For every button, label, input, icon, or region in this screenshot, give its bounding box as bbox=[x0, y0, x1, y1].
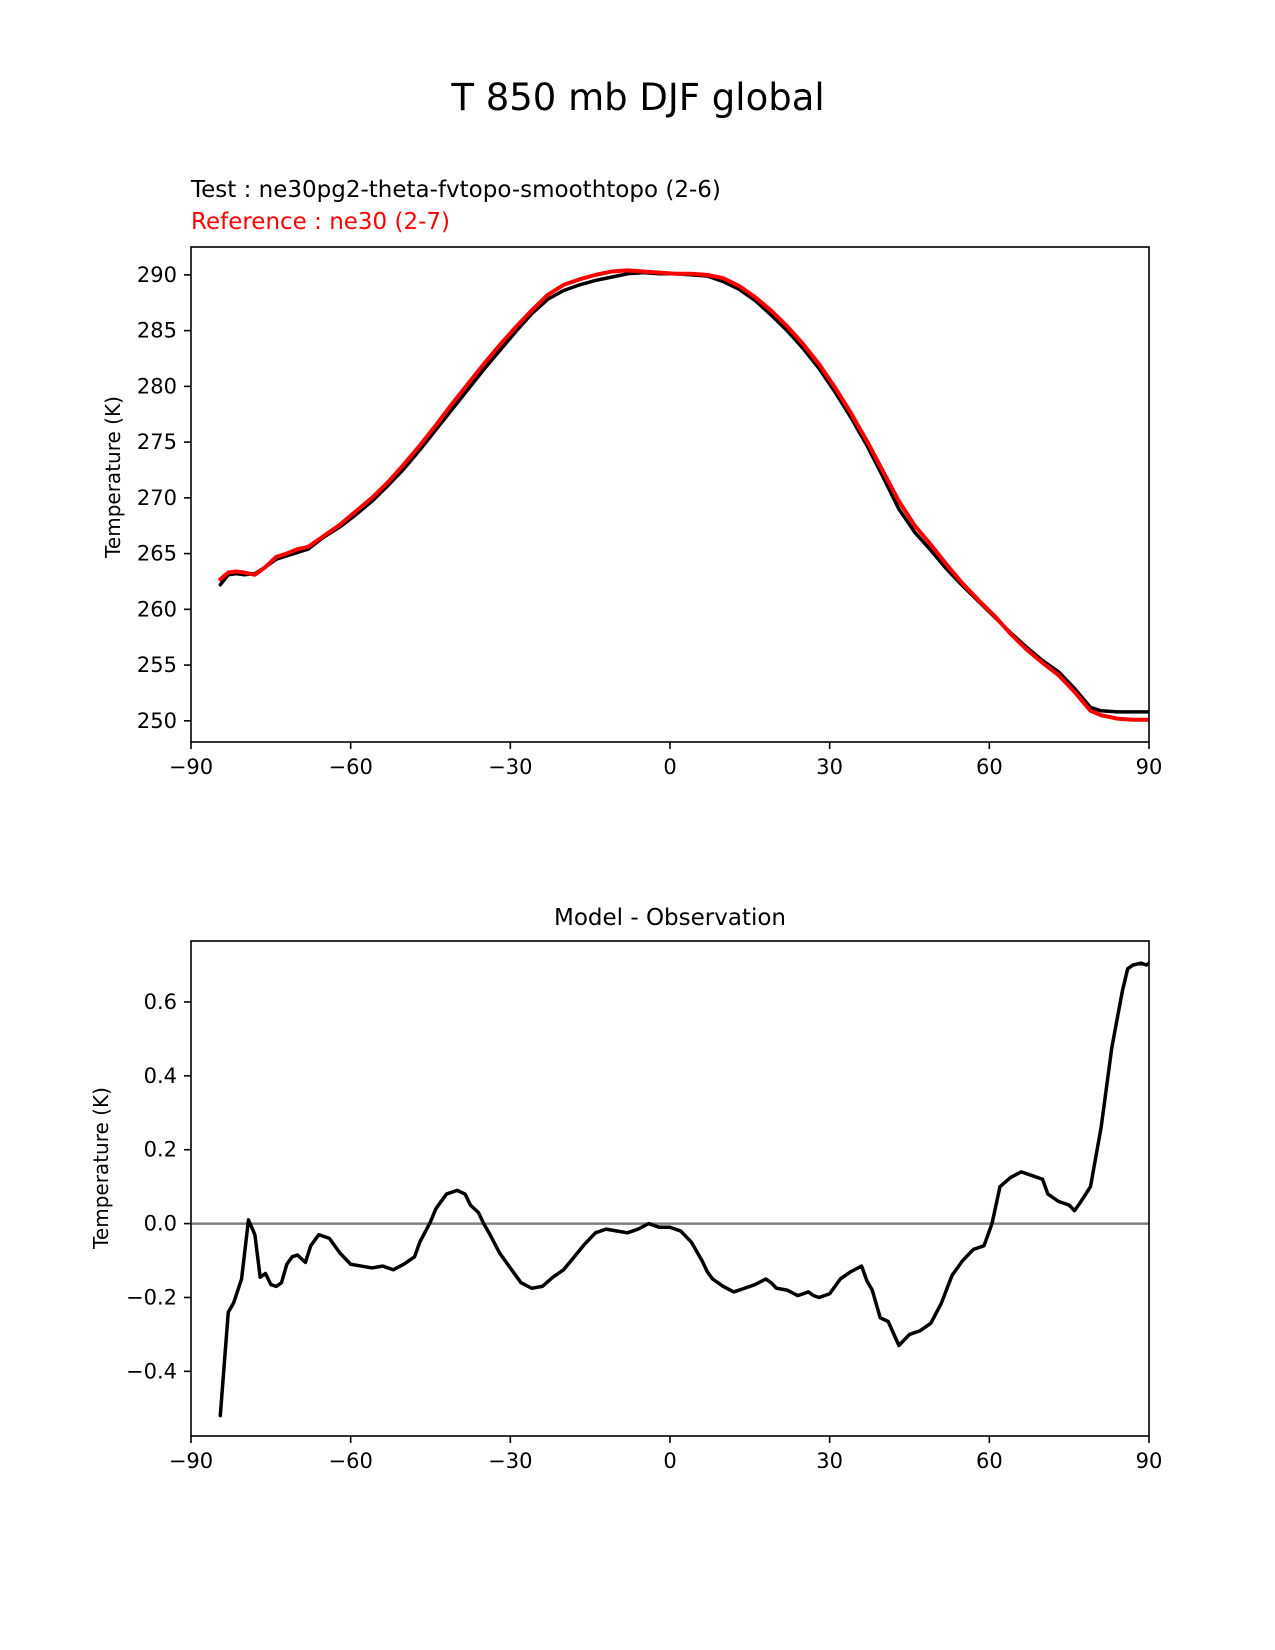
top-xtick-label: 0 bbox=[663, 755, 676, 779]
top-ytick-label: 280 bbox=[137, 374, 177, 398]
bottom-plot-area: −90 −60 −30 0 30 60 90 −0.4 −0.2 0.0 0.2 0.4 0.6 bbox=[126, 940, 1163, 1473]
test-label: Test : ne30pg2-theta-fvtopo-smoothtopo (… bbox=[190, 177, 721, 203]
bottom-xtick-label: −60 bbox=[329, 1449, 373, 1473]
top-ylabel: Temperature (K) bbox=[101, 396, 125, 559]
top-series-reference bbox=[218, 268, 1149, 722]
top-ytick-label: 255 bbox=[137, 653, 177, 677]
top-xtick-label: −30 bbox=[488, 755, 532, 779]
bottom-ytick-label: 0.2 bbox=[144, 1138, 177, 1162]
figure-suptitle: T 850 mb DJF global bbox=[450, 76, 824, 119]
top-ytick-label: 260 bbox=[137, 597, 177, 621]
bottom-xtick-label: 30 bbox=[816, 1449, 843, 1473]
top-xtick-label: −60 bbox=[329, 755, 373, 779]
top-xtick-label: 90 bbox=[1136, 755, 1163, 779]
bottom-ylabel: Temperature (K) bbox=[89, 1087, 113, 1250]
bottom-xtick-label: 90 bbox=[1136, 1449, 1163, 1473]
top-ytick-label: 275 bbox=[137, 430, 177, 454]
top-plot-area: −90 −60 −30 0 30 60 90 250 255 260 265 270 275 280 285… bbox=[137, 246, 1163, 779]
temperature-profile-chart: Test : ne30pg2-theta-fvtopo-smoothtopo (… bbox=[101, 177, 1162, 779]
top-ytick-label: 285 bbox=[137, 319, 177, 343]
reference-label: Reference : ne30 (2-7) bbox=[191, 209, 450, 235]
bottom-xtick-label: 60 bbox=[976, 1449, 1003, 1473]
top-xtick-label: −90 bbox=[169, 755, 213, 779]
bottom-ytick-label: −0.2 bbox=[126, 1285, 177, 1309]
bottom-xtick-label: 0 bbox=[663, 1449, 676, 1473]
bottom-xtick-label: −30 bbox=[488, 1449, 532, 1473]
top-xtick-label: 30 bbox=[816, 755, 843, 779]
bottom-ytick-label: 0.4 bbox=[144, 1064, 177, 1088]
top-ytick-label: 265 bbox=[137, 542, 177, 566]
top-ytick-label: 270 bbox=[137, 486, 177, 510]
bottom-series-diff bbox=[218, 961, 1149, 1418]
top-xtick-label: 60 bbox=[976, 755, 1003, 779]
bottom-ytick-label: 0.0 bbox=[144, 1212, 177, 1236]
bottom-ytick-label: 0.6 bbox=[144, 990, 177, 1014]
top-ytick-label: 250 bbox=[137, 709, 177, 733]
bottom-ytick-label: −0.4 bbox=[126, 1359, 177, 1383]
bottom-title: Model - Observation bbox=[554, 905, 786, 931]
top-ytick-label: 290 bbox=[137, 263, 177, 287]
bottom-xtick-label: −90 bbox=[169, 1449, 213, 1473]
model-minus-observation-chart: Model - Observation Temperature (K) −90−… bbox=[89, 905, 1162, 1473]
